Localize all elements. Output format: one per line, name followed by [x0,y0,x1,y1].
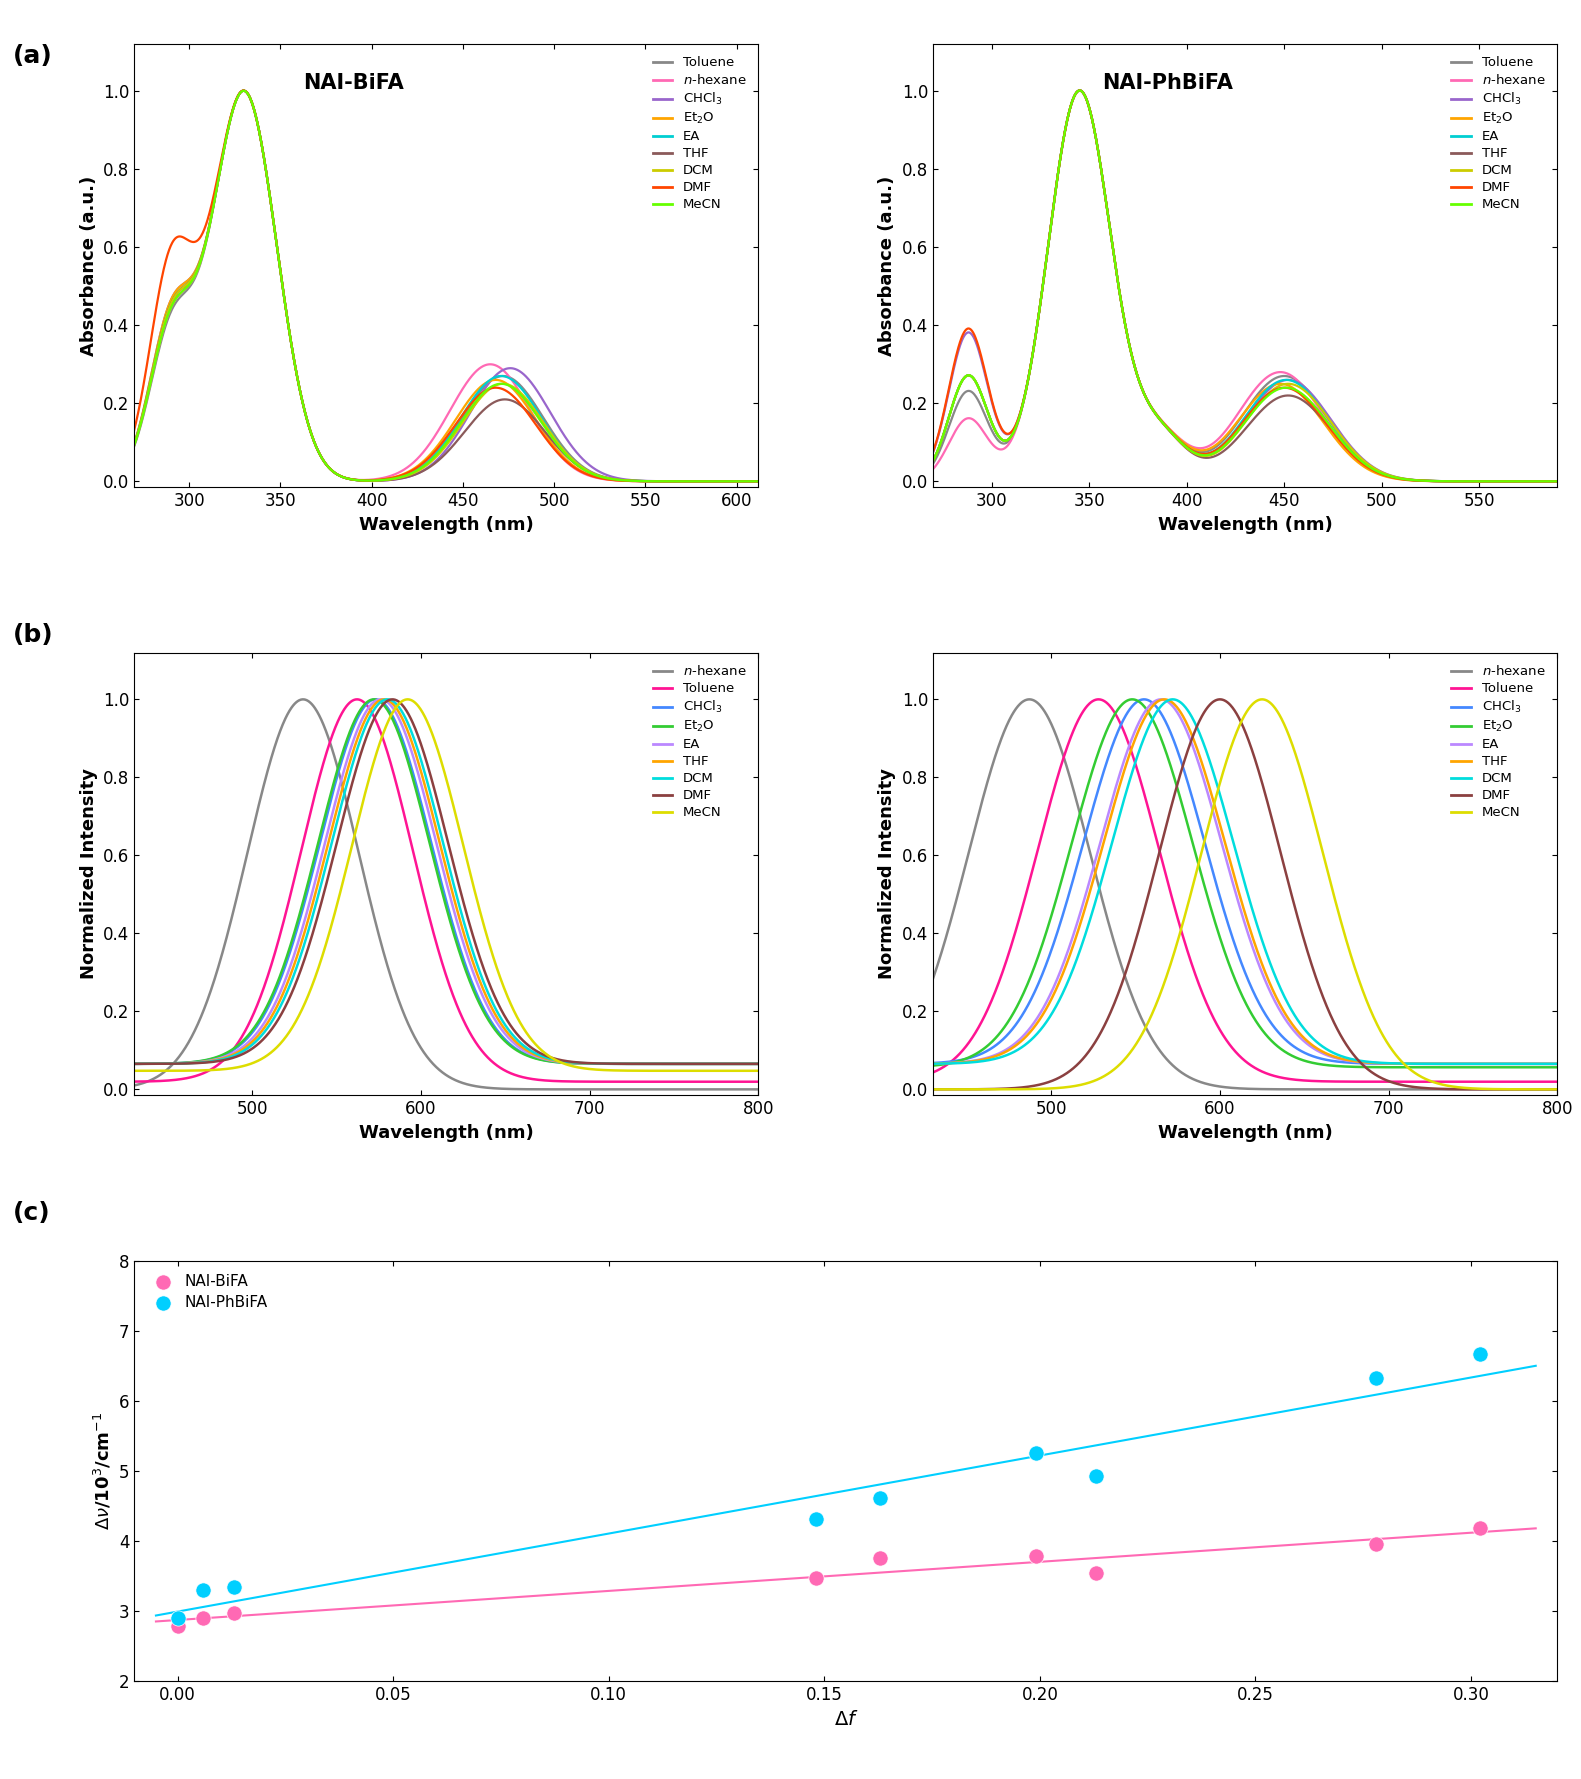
Text: NAI-BiFA: NAI-BiFA [304,73,403,93]
Text: NAI-PhBiFA: NAI-PhBiFA [1102,73,1233,93]
X-axis label: Wavelength (nm): Wavelength (nm) [359,1124,534,1142]
NAI-PhBiFA [191,1576,217,1605]
NAI-PhBiFA [868,1484,893,1512]
Legend: Toluene, $n$-hexane, CHCl$_3$, Et$_2$O, EA, THF, DCM, DMF, MeCN: Toluene, $n$-hexane, CHCl$_3$, Et$_2$O, … [1447,52,1551,217]
Text: (b): (b) [13,623,54,646]
NAI-PhBiFA [803,1505,828,1533]
Legend: NAI-BiFA, NAI-PhBiFA: NAI-BiFA, NAI-PhBiFA [142,1268,274,1316]
NAI-BiFA [803,1564,828,1592]
NAI-BiFA [164,1612,190,1640]
Y-axis label: Normalized Intensity: Normalized Intensity [879,769,896,980]
Legend: Toluene, $n$-hexane, CHCl$_3$, Et$_2$O, EA, THF, DCM, DMF, MeCN: Toluene, $n$-hexane, CHCl$_3$, Et$_2$O, … [647,52,753,217]
NAI-BiFA [1363,1530,1388,1558]
NAI-BiFA [1467,1514,1492,1542]
NAI-PhBiFA [1023,1439,1048,1468]
NAI-BiFA [1083,1558,1108,1587]
X-axis label: Wavelength (nm): Wavelength (nm) [1157,516,1333,534]
NAI-PhBiFA [164,1605,190,1633]
NAI-PhBiFA [221,1573,247,1601]
Y-axis label: Normalized Intensity: Normalized Intensity [79,769,98,980]
Y-axis label: Absorbance (a.u.): Absorbance (a.u.) [79,176,98,356]
X-axis label: Wavelength (nm): Wavelength (nm) [359,516,534,534]
NAI-BiFA [868,1544,893,1573]
NAI-BiFA [221,1599,247,1628]
NAI-PhBiFA [1467,1340,1492,1368]
Legend: $n$-hexane, Toluene, CHCl$_3$, Et$_2$O, EA, THF, DCM, DMF, MeCN: $n$-hexane, Toluene, CHCl$_3$, Et$_2$O, … [1447,660,1551,825]
NAI-BiFA [191,1605,217,1633]
NAI-PhBiFA [1363,1364,1388,1393]
Y-axis label: Absorbance (a.u.): Absorbance (a.u.) [879,176,896,356]
Text: (c): (c) [13,1201,51,1224]
NAI-BiFA [1023,1541,1048,1569]
Text: (a): (a) [13,44,52,68]
Legend: $n$-hexane, Toluene, CHCl$_3$, Et$_2$O, EA, THF, DCM, DMF, MeCN: $n$-hexane, Toluene, CHCl$_3$, Et$_2$O, … [647,660,753,825]
Y-axis label: $\Delta\nu$/10$^3$/cm$^{-1}$: $\Delta\nu$/10$^3$/cm$^{-1}$ [92,1413,114,1530]
X-axis label: Wavelength (nm): Wavelength (nm) [1157,1124,1333,1142]
NAI-PhBiFA [1083,1462,1108,1491]
X-axis label: $\Delta f$: $\Delta f$ [833,1710,858,1729]
